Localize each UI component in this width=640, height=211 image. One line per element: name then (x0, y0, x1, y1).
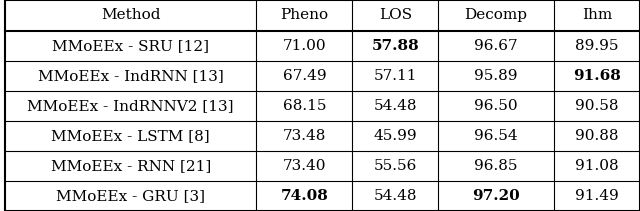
Text: MMoEEx - IndRNN [13]: MMoEEx - IndRNN [13] (38, 69, 223, 83)
Text: Decomp: Decomp (465, 8, 527, 22)
Text: MMoEEx - LSTM [8]: MMoEEx - LSTM [8] (51, 129, 210, 143)
Text: 96.50: 96.50 (474, 99, 518, 113)
Text: 96.85: 96.85 (474, 159, 518, 173)
Text: Ihm: Ihm (582, 8, 612, 22)
Text: 45.99: 45.99 (374, 129, 417, 143)
Text: 97.20: 97.20 (472, 189, 520, 203)
Text: 73.48: 73.48 (283, 129, 326, 143)
Text: 89.95: 89.95 (575, 39, 619, 53)
Text: MMoEEx - GRU [3]: MMoEEx - GRU [3] (56, 189, 205, 203)
Text: 57.88: 57.88 (371, 39, 419, 53)
Text: MMoEEx - SRU [12]: MMoEEx - SRU [12] (52, 39, 209, 53)
Text: 67.49: 67.49 (282, 69, 326, 83)
Text: MMoEEx - IndRNNV2 [13]: MMoEEx - IndRNNV2 [13] (28, 99, 234, 113)
Text: 95.89: 95.89 (474, 69, 518, 83)
Text: MMoEEx - RNN [21]: MMoEEx - RNN [21] (51, 159, 211, 173)
Text: 96.67: 96.67 (474, 39, 518, 53)
Text: 90.58: 90.58 (575, 99, 619, 113)
Text: 68.15: 68.15 (283, 99, 326, 113)
Text: 91.08: 91.08 (575, 159, 619, 173)
Text: 73.40: 73.40 (283, 159, 326, 173)
Text: 54.48: 54.48 (374, 189, 417, 203)
Text: 71.00: 71.00 (282, 39, 326, 53)
Text: Pheno: Pheno (280, 8, 328, 22)
Text: 55.56: 55.56 (374, 159, 417, 173)
Text: LOS: LOS (379, 8, 412, 22)
Text: 54.48: 54.48 (374, 99, 417, 113)
Text: 90.88: 90.88 (575, 129, 619, 143)
Text: 74.08: 74.08 (280, 189, 328, 203)
Text: 96.54: 96.54 (474, 129, 518, 143)
Text: Method: Method (101, 8, 161, 22)
Text: 91.68: 91.68 (573, 69, 621, 83)
Text: 57.11: 57.11 (374, 69, 417, 83)
Text: 91.49: 91.49 (575, 189, 619, 203)
